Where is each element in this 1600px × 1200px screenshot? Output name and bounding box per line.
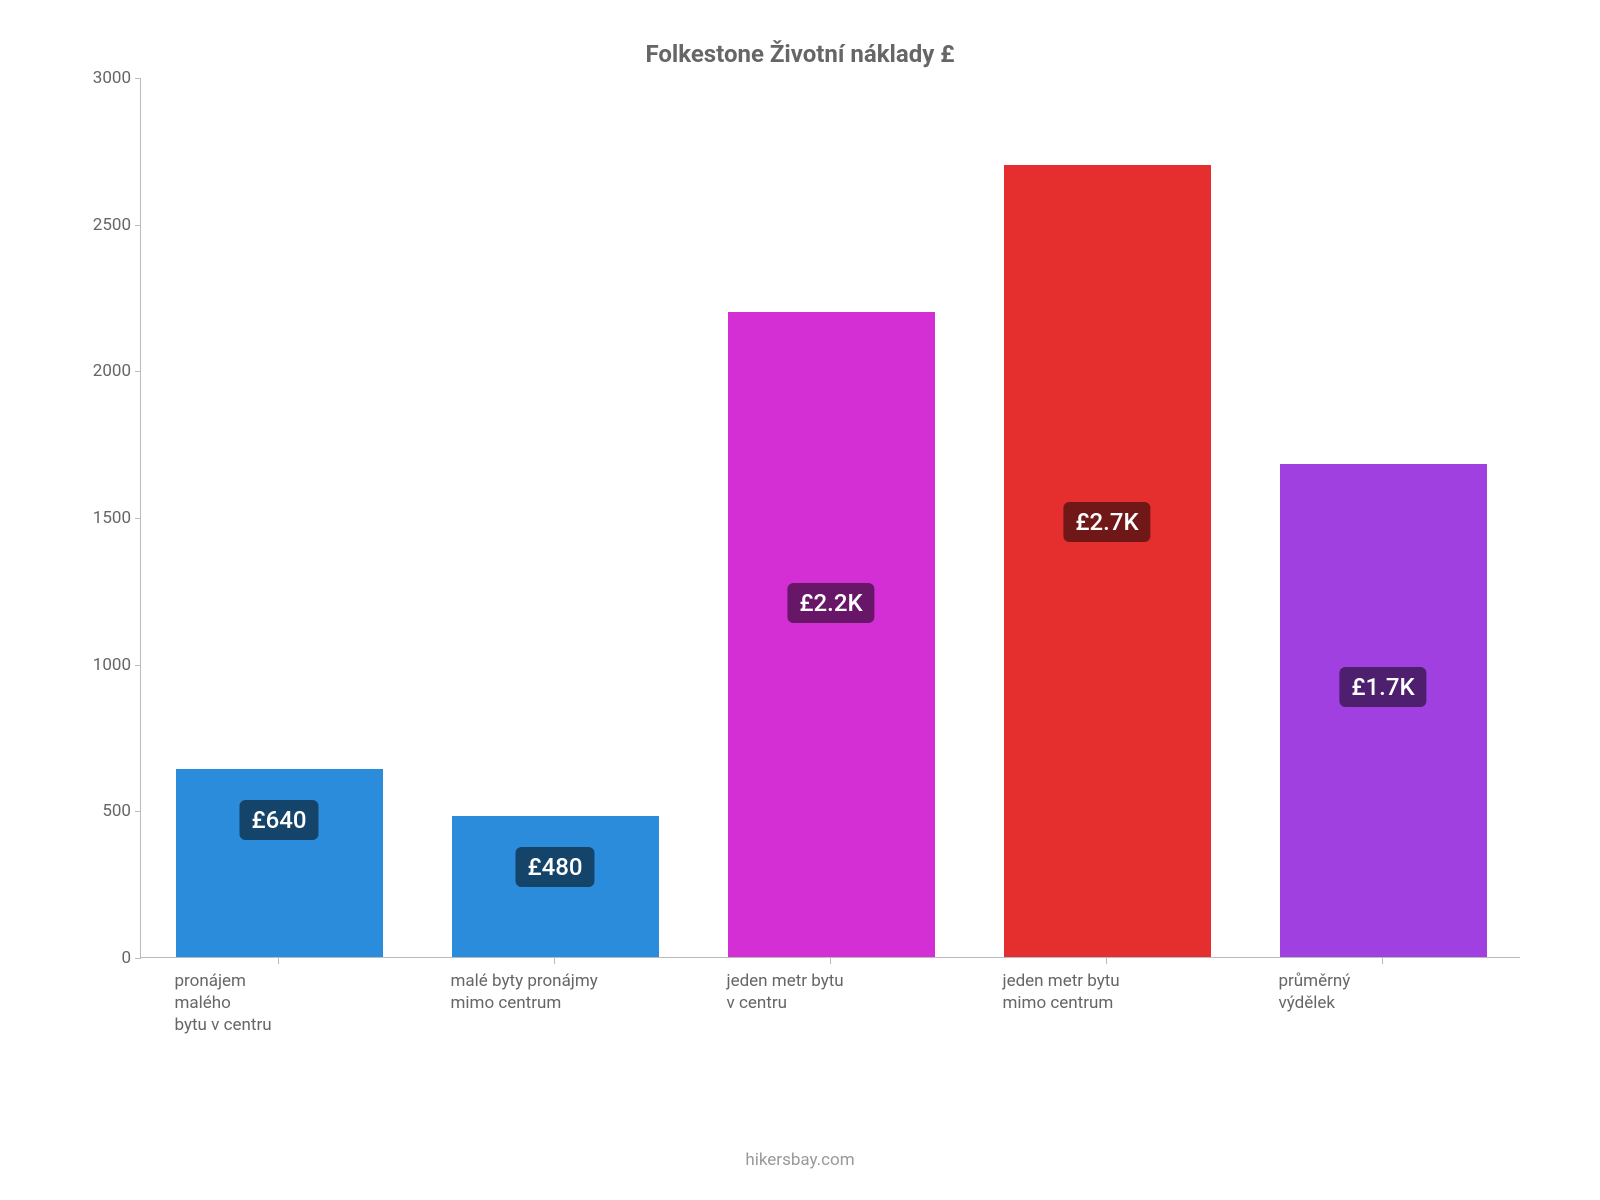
y-tick-mark <box>135 371 141 372</box>
bar <box>176 769 383 957</box>
bar-value-label: £480 <box>515 847 594 887</box>
x-tick-mark <box>830 958 831 964</box>
chart-title: Folkestone Životní náklady £ <box>80 40 1520 68</box>
x-tick-mark <box>1106 958 1107 964</box>
plot-area: 050010001500200025003000£640£480£2.2K£2.… <box>140 78 1520 958</box>
chart-container: Folkestone Životní náklady £ 0 500 1000 150… <box>80 40 1520 1090</box>
x-tick-label: jeden metr bytumimo centrum <box>1003 970 1240 1014</box>
y-tick-mark <box>135 665 141 666</box>
x-axis-labels: pronájemmaléhobytu v centru malé byty pro… <box>140 958 1520 1058</box>
y-tick-label: 3000 <box>81 68 131 88</box>
x-tick-label: malé byty pronájmymimo centrum <box>451 970 688 1014</box>
y-tick-mark <box>135 78 141 79</box>
x-tick-label: jeden metr bytuv centru <box>727 970 964 1014</box>
bar <box>1280 464 1487 957</box>
y-tick-label: 500 <box>81 801 131 821</box>
x-tick-mark <box>278 958 279 964</box>
bar-value-label: £640 <box>239 800 318 840</box>
x-tick-label: pronájemmaléhobytu v centru <box>175 970 412 1036</box>
y-tick-label: 1000 <box>81 655 131 675</box>
x-tick-label: průměrnývýdělek <box>1279 970 1516 1014</box>
y-tick-label: 2000 <box>81 361 131 381</box>
bar-value-label: £2.7K <box>1063 502 1150 542</box>
bar-value-label: £1.7K <box>1339 667 1426 707</box>
bar <box>1004 165 1211 957</box>
y-tick-mark <box>135 225 141 226</box>
y-tick-mark <box>135 518 141 519</box>
x-tick-mark <box>554 958 555 964</box>
x-tick-mark <box>1382 958 1383 964</box>
y-tick-mark <box>135 811 141 812</box>
bar <box>728 312 935 957</box>
y-tick-label: 2500 <box>81 215 131 235</box>
attribution: hikersbay.com <box>0 1150 1600 1170</box>
y-tick-label: 0 <box>81 948 131 968</box>
y-tick-label: 1500 <box>81 508 131 528</box>
bar-value-label: £2.2K <box>787 583 874 623</box>
